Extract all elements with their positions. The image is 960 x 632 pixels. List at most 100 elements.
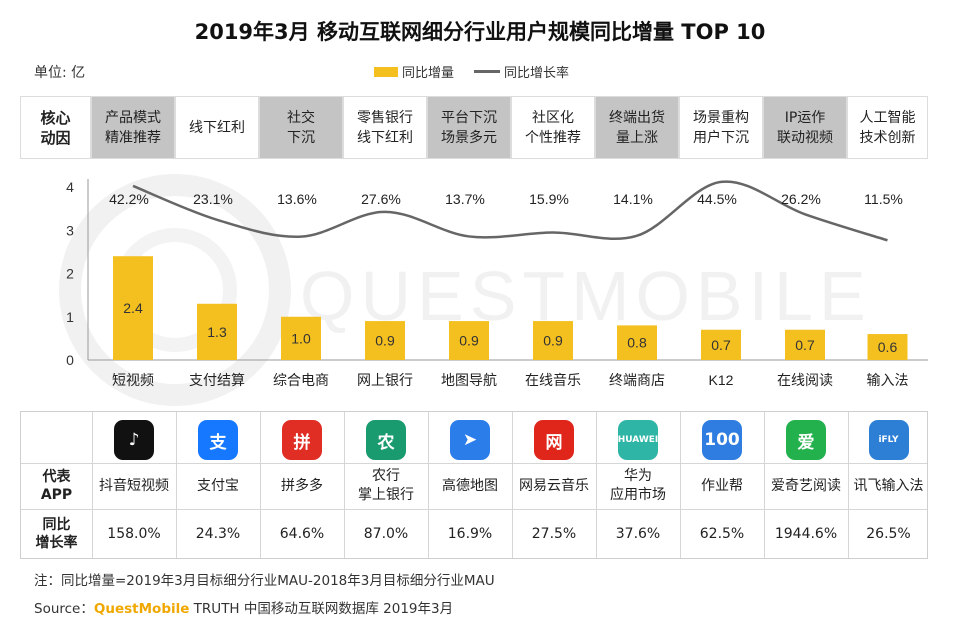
bar-value-label: 0.9 xyxy=(543,333,563,349)
growth-rate-label: 42.2% xyxy=(109,191,149,207)
factor-cell: 线下红利 xyxy=(175,96,259,159)
table-column-divider xyxy=(428,412,429,558)
table-column-divider xyxy=(344,412,345,558)
x-tick-label: 输入法 xyxy=(867,372,909,388)
bar xyxy=(365,321,405,360)
abc-bank-icon: 农 xyxy=(366,420,406,460)
bar xyxy=(701,329,741,360)
huawei-appgallery-icon: HUAWEI xyxy=(618,420,658,460)
x-tick-label: 终端商店 xyxy=(609,372,665,388)
app-growth-rate: 1944.6% xyxy=(774,526,838,542)
table-column-divider xyxy=(512,412,513,558)
x-tick-label: 在线阅读 xyxy=(777,372,833,388)
table-column-divider xyxy=(596,412,597,558)
pinduoduo-icon: 拼 xyxy=(282,420,322,460)
growth-rate-label: 11.5% xyxy=(864,191,903,207)
app-name: 爱奇艺阅读 xyxy=(771,477,841,494)
app-name: 高德地图 xyxy=(442,477,498,494)
growth-rate-line xyxy=(132,180,888,242)
growth-rate-label: 27.6% xyxy=(361,191,401,207)
y-tick-label: 1 xyxy=(66,309,74,325)
bar-value-label: 0.9 xyxy=(375,333,395,349)
bar-line-chart: 0 1 2 3 4 2.4 短视频 1.3 支付结算 1.0 综合电商 0.9 网上银行 0.9 地图导航 0… xyxy=(66,179,928,388)
legend-bar-label: 同比增量 xyxy=(402,66,455,81)
bar xyxy=(785,329,825,360)
bar-value-label: 1.0 xyxy=(291,330,311,346)
x-tick-label: 综合电商 xyxy=(273,372,329,388)
app-growth-rate: 87.0% xyxy=(363,526,409,542)
factor-cell: 零售银行 线下红利 xyxy=(343,96,427,159)
bar-value-label: 0.7 xyxy=(711,337,731,353)
factor-cell: IP运作 联动视频 xyxy=(763,96,847,159)
app-name: 农行 掌上银行 xyxy=(358,468,414,503)
bar xyxy=(617,325,657,360)
bar xyxy=(867,334,908,360)
iqiyi-read-icon: 爱 xyxy=(786,420,826,460)
app-name: 华为 应用市场 xyxy=(610,468,666,503)
app-growth-rate: 26.5% xyxy=(866,526,911,542)
row-label-growth: 同比 增长率 xyxy=(35,517,78,551)
x-tick-label: K12 xyxy=(709,372,734,388)
growth-rate-label: 26.2% xyxy=(781,191,821,207)
y-tick-label: 3 xyxy=(66,222,74,238)
factor-cell: 社交 下沉 xyxy=(259,96,343,159)
core-factors-row: 核心 动因 产品模式 精准推荐 线下红利 社交 下沉 零售银行 线下红利 平台下沉 场景多元 社区化个… xyxy=(20,96,928,159)
y-tick-label: 4 xyxy=(66,179,74,195)
app-growth-rate: 158.0% xyxy=(107,526,161,542)
growth-rate-label: 44.5% xyxy=(697,191,737,207)
factor-cell: 平台下沉 场景多元 xyxy=(427,96,511,159)
row-label-app: 代表 APP xyxy=(40,469,73,503)
x-tick-label: 在线音乐 xyxy=(525,372,581,388)
bar xyxy=(533,321,573,360)
table-column-divider xyxy=(260,412,261,558)
table-column-divider xyxy=(176,412,177,558)
bar-value-label: 2.4 xyxy=(123,300,143,316)
bar xyxy=(197,303,237,360)
app-name: 抖音短视频 xyxy=(99,477,169,494)
x-tick-label: 地图导航 xyxy=(441,372,497,388)
table-column-divider xyxy=(764,412,765,558)
source-suffix: TRUTH 中国移动互联网数据库 2019年3月 xyxy=(189,601,454,617)
app-growth-rate: 24.3% xyxy=(195,526,241,542)
table-column-divider xyxy=(92,412,93,558)
footnote: 注：同比增量=2019年3月目标细分行业MAU-2018年3月目标细分行业MAU xyxy=(34,573,495,589)
y-tick-label: 2 xyxy=(66,266,74,282)
factors-header: 核心 动因 xyxy=(20,96,91,159)
app-growth-rate: 64.6% xyxy=(279,526,325,542)
bar xyxy=(113,256,153,360)
bar-value-label: 0.6 xyxy=(878,339,898,355)
alipay-icon: 支 xyxy=(198,420,238,460)
factor-cell: 产品模式 精准推荐 xyxy=(91,96,175,159)
legend: 同比增量 同比增长率 xyxy=(374,62,569,81)
app-name: 作业帮 xyxy=(701,477,743,494)
x-tick-label: 短视频 xyxy=(112,372,154,388)
source-line: Source：QuestMobile TRUTH 中国移动互联网数据库 2019… xyxy=(34,597,453,617)
table-divider xyxy=(21,509,927,510)
app-growth-rate: 16.9% xyxy=(447,526,493,542)
bar-value-label: 0.9 xyxy=(459,333,479,349)
app-growth-rate: 62.5% xyxy=(699,526,745,542)
legend-bar-swatch xyxy=(374,66,398,77)
growth-rate-label: 13.6% xyxy=(277,191,317,207)
source-brand: QuestMobile xyxy=(93,601,190,617)
unit-label: 单位: 亿 xyxy=(34,65,86,81)
factor-cell: 人工智能 技术创新 xyxy=(847,96,928,159)
legend-line-label: 同比增长率 xyxy=(504,66,570,81)
x-tick-label: 网上银行 xyxy=(357,372,413,388)
factor-cell: 社区化 个性推荐 xyxy=(511,96,595,159)
growth-rate-label: 13.7% xyxy=(445,191,485,207)
ifly-icon: iFLY xyxy=(868,420,909,460)
table-column-divider xyxy=(680,412,681,558)
chart-title: 2019年3月 移动互联网细分行业用户规模同比增量 TOP 10 xyxy=(194,20,766,44)
app-growth-rate: 27.5% xyxy=(531,526,577,542)
app-name: 拼多多 xyxy=(281,477,323,494)
app-name: 讯飞输入法 xyxy=(853,477,924,494)
bar-value-label: 0.7 xyxy=(795,337,815,353)
factor-cell: 终端出货 量上涨 xyxy=(595,96,679,159)
app-growth-rate: 37.6% xyxy=(615,526,661,542)
bar xyxy=(449,321,489,360)
bar-value-label: 1.3 xyxy=(207,324,227,340)
representative-apps-table: 代表 APP 同比 增长率 ♪ 抖音短视频 158.0% 支支付宝 24.3% 拼拼多多 64.6%… xyxy=(20,411,928,559)
factor-cell: 场景重构 用户下沉 xyxy=(679,96,763,159)
netease-music-icon: 网 xyxy=(534,420,574,460)
